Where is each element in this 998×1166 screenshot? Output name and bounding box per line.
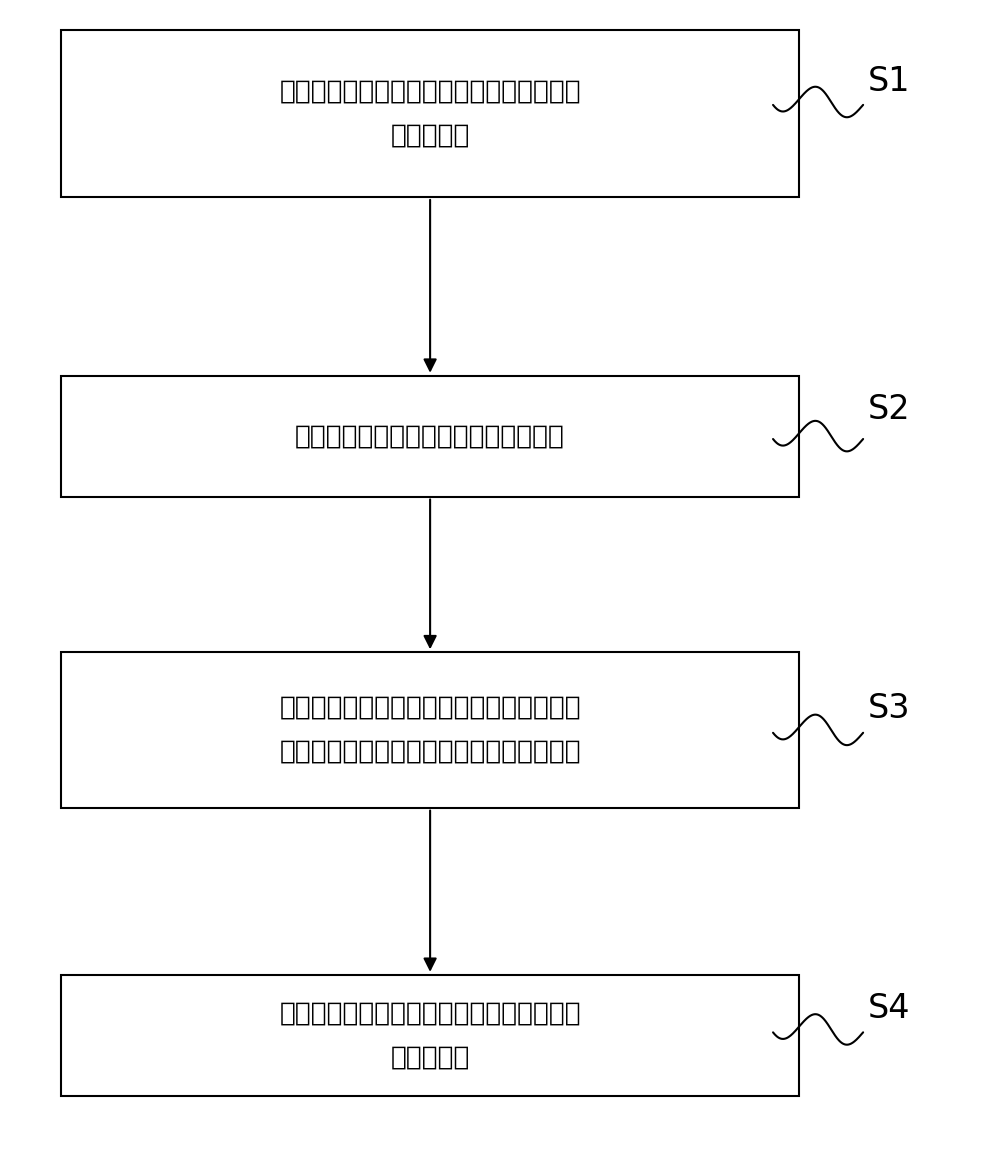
Text: S3: S3 <box>868 693 910 725</box>
Text: S1: S1 <box>868 64 910 98</box>
Bar <box>61 652 799 808</box>
Text: 开启识别并获得乘员位置上的人体图像: 开启识别并获得乘员位置上的人体图像 <box>295 423 565 449</box>
Bar <box>61 375 799 497</box>
Text: 面主题亮度: 面主题亮度 <box>390 1044 470 1070</box>
Text: 启动车机系统，开启车机监控相机，采集乘: 启动车机系统，开启车机监控相机，采集乘 <box>279 78 581 105</box>
Text: 识别身体部分轮廓和头部部分轮廓；分析所: 识别身体部分轮廓和头部部分轮廓；分析所 <box>279 695 581 721</box>
Text: 述身体部分轮廓上的衣着获得车机界面主题: 述身体部分轮廓上的衣着获得车机界面主题 <box>279 739 581 765</box>
Text: 从头部部分轮廓获取面部信息，微调车机界: 从头部部分轮廓获取面部信息，微调车机界 <box>279 1000 581 1026</box>
Bar <box>61 975 799 1096</box>
Bar <box>61 30 799 197</box>
Text: S2: S2 <box>868 393 910 426</box>
Text: 员位置视频: 员位置视频 <box>390 122 470 148</box>
Text: S4: S4 <box>868 992 910 1025</box>
